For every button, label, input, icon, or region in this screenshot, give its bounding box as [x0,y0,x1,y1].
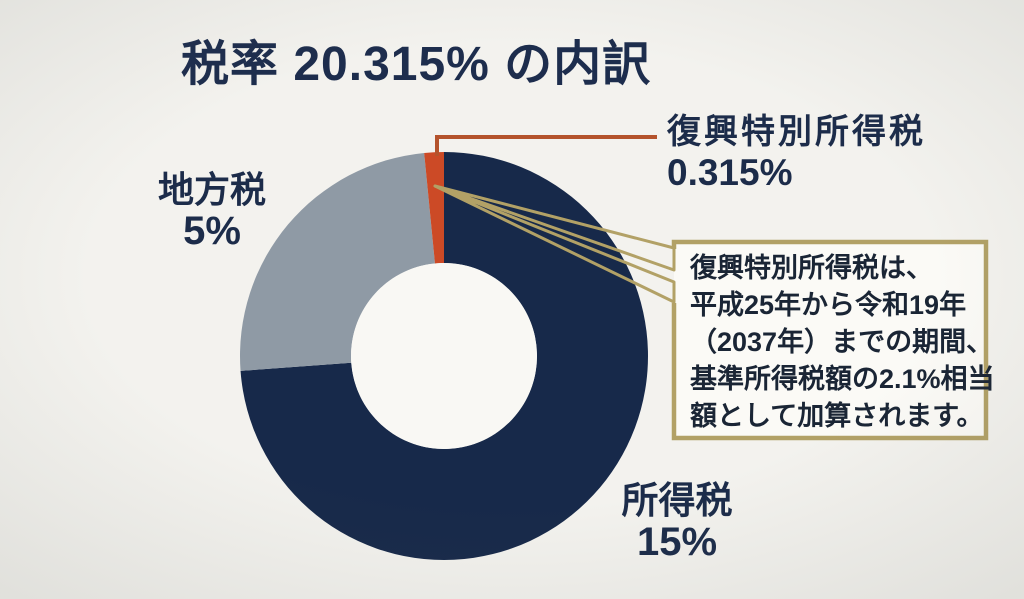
callout-box-border [671,239,989,441]
label-reconstruction-tax: 復興特別所得税 0.315% [667,112,926,194]
donut-slice-2 [424,152,444,264]
callout-line: 基準所得税額の2.1%相当 [690,364,995,394]
callout-tail-upper [433,184,676,272]
income-tax-percentage: 15% [636,520,718,564]
callout-tail-lower [433,184,676,304]
income-tax-name: 所得税 [621,480,733,521]
local-tax-name: 地方税 [157,169,266,210]
callout-box-fill [674,242,986,438]
donut-slice-0 [240,152,649,560]
reconstruction-leader-line [435,135,657,156]
callout-line: （2037年）までの期間、 [690,327,994,357]
callout-line: 額として加算されます。 [690,401,984,431]
reconstruction-tax-percentage: 0.315% [667,152,793,193]
donut-slices [240,152,649,560]
donut-hole [351,263,537,449]
reconstruction-tax-name: 復興特別所得税 [667,113,926,151]
callout-line: 復興特別所得税は、 [690,253,933,283]
chart-title: 税率 20.315% の内訳 [181,38,652,91]
callout-line: 平成25年から令和19年 [690,290,967,320]
label-income-tax: 所得税 15% [592,480,762,564]
local-tax-percentage: 5% [183,209,241,253]
label-local-tax: 地方税 5% [132,169,292,253]
callout-note: 復興特別所得税は、 平成25年から令和19年 （2037年）までの期間、 基準所… [690,250,995,435]
donut-slice-1 [240,152,435,371]
